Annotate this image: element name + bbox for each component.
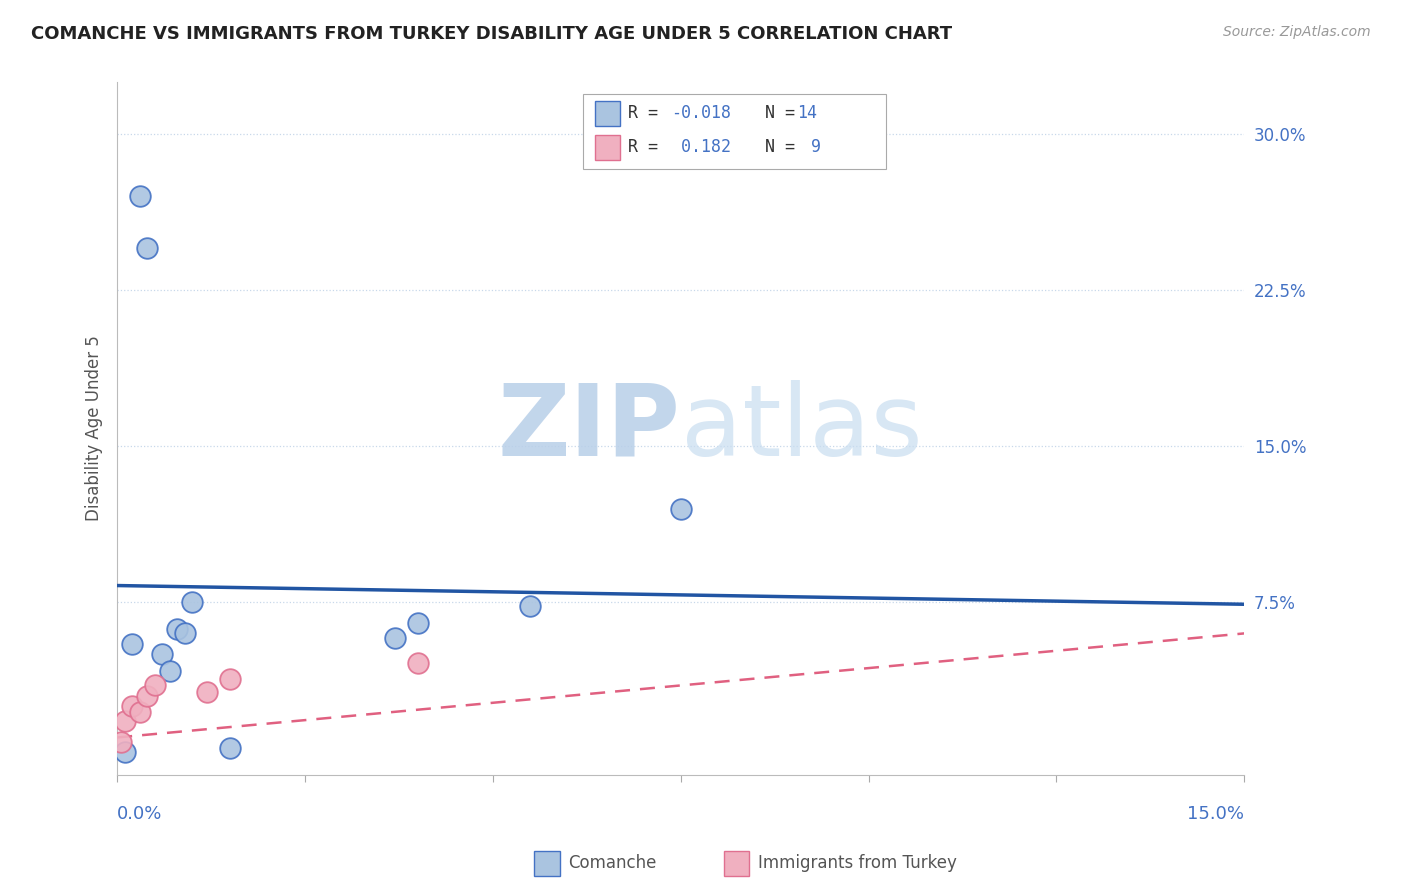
Point	[669, 501, 692, 516]
Point	[128, 706, 150, 720]
Text: R =: R =	[628, 104, 668, 122]
Y-axis label: Disability Age Under 5: Disability Age Under 5	[86, 335, 103, 521]
Point	[136, 689, 159, 703]
Text: 14: 14	[797, 104, 817, 122]
Text: COMANCHE VS IMMIGRANTS FROM TURKEY DISABILITY AGE UNDER 5 CORRELATION CHART: COMANCHE VS IMMIGRANTS FROM TURKEY DISAB…	[31, 25, 952, 43]
Point	[121, 699, 143, 714]
Point	[519, 599, 541, 614]
Text: 0.182: 0.182	[671, 138, 731, 156]
Point	[143, 678, 166, 692]
Point	[219, 672, 242, 686]
Point	[121, 637, 143, 651]
Point	[195, 684, 218, 698]
Point	[219, 740, 242, 755]
Text: Comanche: Comanche	[568, 855, 657, 872]
Text: R =: R =	[628, 138, 668, 156]
Text: ZIP: ZIP	[498, 380, 681, 477]
Point	[181, 595, 204, 609]
Text: 0.0%: 0.0%	[117, 805, 163, 823]
Point	[128, 189, 150, 203]
Point	[150, 647, 173, 661]
Point	[114, 714, 136, 728]
Text: -0.018: -0.018	[671, 104, 731, 122]
Text: N =: N =	[745, 138, 806, 156]
Text: 15.0%: 15.0%	[1187, 805, 1244, 823]
Text: Immigrants from Turkey: Immigrants from Turkey	[758, 855, 956, 872]
Point	[136, 241, 159, 255]
Point	[166, 622, 188, 636]
Point	[110, 734, 132, 748]
Point	[159, 664, 181, 678]
Point	[173, 626, 195, 640]
Text: N =: N =	[745, 104, 806, 122]
Text: Source: ZipAtlas.com: Source: ZipAtlas.com	[1223, 25, 1371, 39]
Text: 9: 9	[801, 138, 821, 156]
Point	[406, 615, 429, 630]
Point	[384, 631, 406, 645]
Point	[406, 656, 429, 670]
Text: atlas: atlas	[681, 380, 922, 477]
Point	[114, 745, 136, 759]
